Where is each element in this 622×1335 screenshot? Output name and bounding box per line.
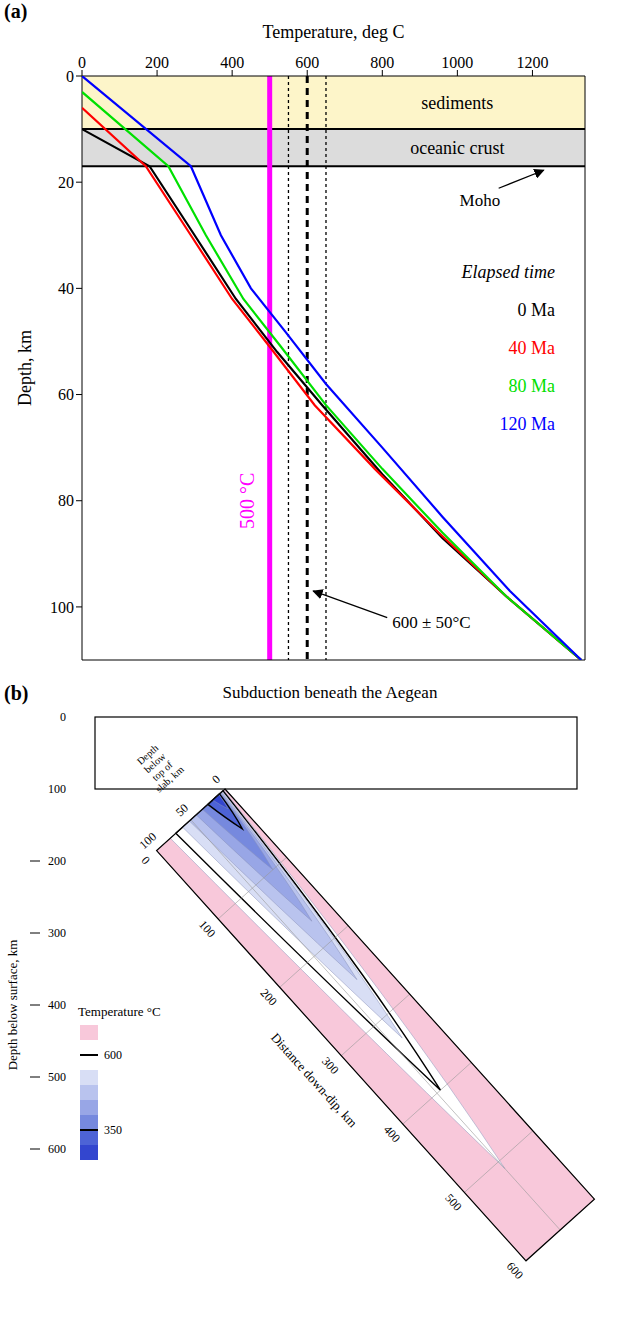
svg-text:500: 500: [442, 1191, 464, 1214]
svg-text:slab, km: slab, km: [153, 764, 186, 795]
svg-text:80 Ma: 80 Ma: [509, 376, 556, 396]
svg-text:0: 0: [60, 710, 66, 724]
svg-text:Moho: Moho: [460, 191, 501, 210]
svg-text:sediments: sediments: [421, 93, 493, 113]
svg-text:0 Ma: 0 Ma: [518, 300, 556, 320]
svg-text:600: 600: [104, 1048, 122, 1062]
svg-text:Depth: Depth: [134, 742, 161, 767]
svg-text:Distance down-dip, km: Distance down-dip, km: [268, 1030, 361, 1130]
svg-text:350: 350: [104, 1123, 122, 1137]
svg-text:200: 200: [258, 986, 280, 1009]
svg-text:Temperature, deg C: Temperature, deg C: [262, 22, 404, 42]
svg-text:Depth, km: Depth, km: [15, 330, 35, 406]
svg-text:800: 800: [370, 54, 394, 71]
svg-text:400: 400: [220, 54, 244, 71]
svg-text:60: 60: [58, 386, 74, 403]
svg-text:600: 600: [295, 54, 319, 71]
svg-text:300: 300: [319, 1054, 341, 1077]
svg-text:300: 300: [48, 926, 66, 940]
svg-text:120 Ma: 120 Ma: [500, 414, 556, 434]
svg-text:100: 100: [48, 782, 66, 796]
svg-text:0: 0: [209, 772, 223, 786]
svg-text:(b): (b): [4, 682, 28, 705]
svg-text:600: 600: [48, 1142, 66, 1156]
svg-text:0: 0: [78, 54, 86, 71]
svg-text:top of: top of: [149, 758, 175, 783]
svg-text:200: 200: [48, 854, 66, 868]
svg-text:Temperature °C: Temperature °C: [78, 1004, 161, 1019]
svg-text:100: 100: [50, 599, 74, 616]
svg-text:100: 100: [136, 829, 159, 851]
svg-text:50: 50: [173, 801, 191, 819]
svg-text:0: 0: [138, 854, 152, 868]
svg-text:200: 200: [145, 54, 169, 71]
svg-text:oceanic crust: oceanic crust: [410, 138, 504, 158]
svg-text:600 ± 50°C: 600 ± 50°C: [392, 613, 470, 632]
svg-text:1000: 1000: [441, 54, 473, 71]
svg-text:40 Ma: 40 Ma: [509, 338, 556, 358]
svg-text:1200: 1200: [516, 54, 548, 71]
svg-text:Depth below surface, km: Depth below surface, km: [5, 940, 20, 1071]
svg-text:20: 20: [58, 174, 74, 191]
svg-text:600: 600: [504, 1259, 526, 1282]
svg-text:100: 100: [196, 917, 218, 940]
svg-text:400: 400: [381, 1123, 403, 1146]
svg-text:80: 80: [58, 492, 74, 509]
svg-text:Subduction beneath the Aegean: Subduction beneath the Aegean: [223, 683, 438, 702]
svg-text:500 °C: 500 °C: [236, 473, 258, 529]
svg-text:below: below: [142, 750, 168, 775]
svg-text:500: 500: [48, 1070, 66, 1084]
svg-text:40: 40: [58, 280, 74, 297]
svg-text:400: 400: [48, 998, 66, 1012]
html-text:(a): (a): [4, 0, 28, 22]
svg-text:0: 0: [66, 68, 74, 85]
svg-text:Elapsed time: Elapsed time: [461, 262, 555, 282]
